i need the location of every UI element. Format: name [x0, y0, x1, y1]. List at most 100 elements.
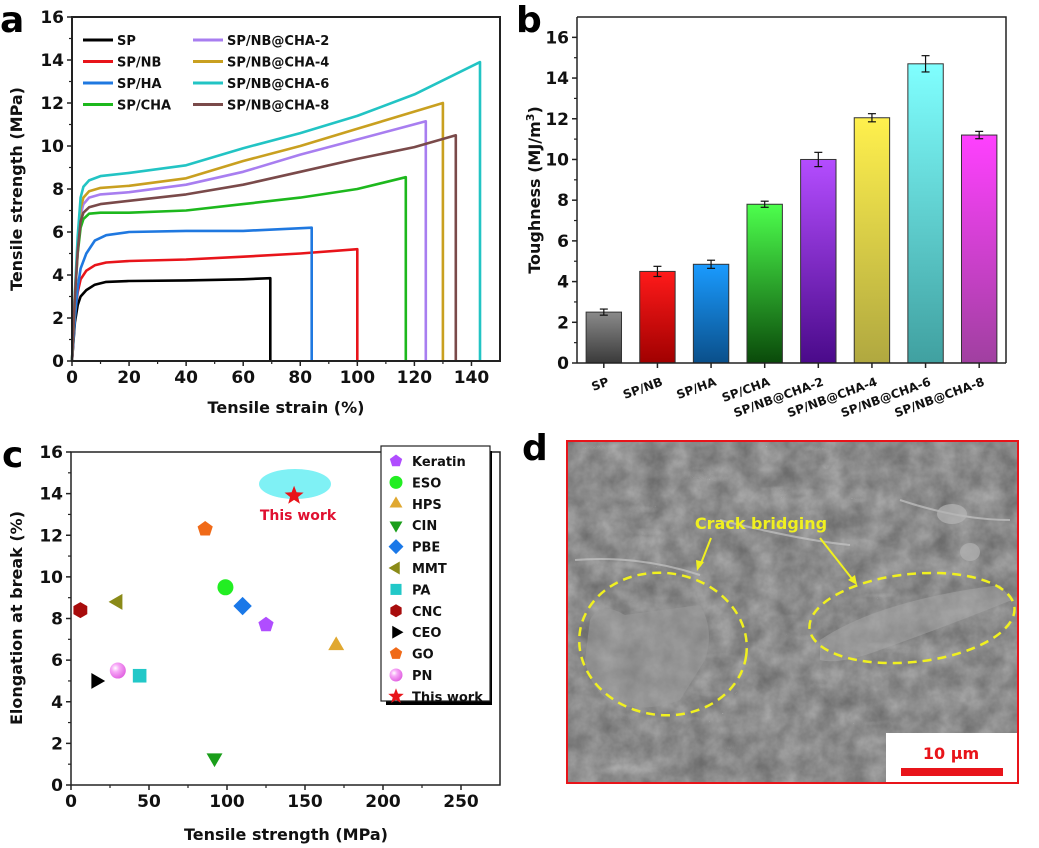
series-line-sp-nb-cha-2 [70, 120, 428, 362]
y-tick-label: 4 [51, 693, 63, 713]
y-tick-label: 14 [40, 51, 64, 71]
diamond-marker [233, 596, 252, 616]
diamond-marker [388, 539, 404, 555]
legend-label: SP/CHA [117, 99, 171, 114]
triangle-up-marker [389, 496, 403, 508]
y-axis-label: Tensile strength (MPa) [7, 87, 26, 291]
series-line-sp-cha [70, 175, 408, 362]
data-point-this-work [284, 485, 304, 504]
data-point-pa [132, 668, 147, 683]
sem-flake [585, 605, 709, 708]
arrow-left [699, 537, 712, 567]
y-tick-label: 0 [52, 352, 64, 372]
bar-sp-ha [692, 263, 730, 364]
triangle-up-marker [328, 636, 345, 651]
legend-label: SP/HA [117, 77, 162, 92]
x-tick-label: 80 [288, 368, 312, 388]
y-tick-label: 2 [52, 309, 64, 329]
legend-label: PA [412, 583, 430, 598]
bar-sp-nb [639, 270, 676, 364]
x-tick-label: 0 [65, 792, 77, 812]
hexagon-marker [73, 602, 88, 619]
legend-label: CIN [412, 519, 437, 534]
x-tick-label: 150 [287, 792, 323, 812]
x-tick-label: SP/NB [621, 375, 664, 402]
arrow-left-head [696, 560, 704, 571]
y-tick-label: 12 [39, 526, 63, 546]
pentagon-marker [389, 454, 403, 467]
crack-bridging-region-right [808, 571, 1016, 665]
x-tick-label: 200 [365, 792, 401, 812]
arrow-right [819, 537, 854, 581]
x-tick-label: SP/HA [675, 374, 719, 401]
y-tick-label: 16 [39, 443, 63, 463]
legend-marker [388, 688, 404, 703]
legend-marker [389, 647, 403, 659]
legend-marker [389, 521, 403, 533]
x-tick-label: 100 [209, 792, 245, 812]
pentagon-marker [197, 521, 213, 536]
star-marker [388, 688, 404, 703]
legend-label: This work [412, 690, 483, 705]
circle-marker [217, 579, 234, 596]
legend-marker [389, 475, 403, 489]
bar-sp [585, 311, 623, 364]
scale-bar-label: 10 µm [923, 744, 979, 763]
pentagon-marker [389, 647, 403, 659]
y-tick-label: 0 [51, 776, 63, 796]
legend-marker [392, 625, 404, 639]
legend-label: SP/NB@CHA-4 [227, 56, 329, 71]
x-tick-label: 120 [397, 368, 433, 388]
triangle-left-marker [108, 593, 123, 610]
legend-marker [389, 668, 403, 682]
legend-marker [390, 583, 402, 595]
legend-label: SP/NB@CHA-2 [227, 34, 329, 49]
legend: SP SP/NB SP/HA SP/CHA SP/NB@CHA-2 SP/NB@CHA-4… [83, 34, 329, 114]
panel-label-b: b [516, 0, 542, 41]
y-tick-label: 16 [545, 28, 569, 48]
legend-label: ESO [412, 476, 441, 491]
y-tick-label: 0 [557, 354, 569, 374]
circle-marker [389, 475, 403, 489]
data-point-cnc [73, 602, 88, 619]
series-line-sp [70, 276, 272, 362]
sem-particle [937, 504, 967, 524]
data-point-go [197, 521, 213, 536]
series-line-sp-nb-cha-6 [70, 60, 482, 362]
bar-sp-cha [746, 203, 783, 364]
x-tick-label: 250 [443, 792, 479, 812]
x-tick-label: 0 [66, 368, 78, 388]
data-point-pbe [233, 596, 252, 616]
x-tick-label: 60 [231, 368, 255, 388]
hexagon-marker [390, 604, 402, 618]
y-tick-label: 6 [51, 651, 63, 671]
legend-label: Keratin [412, 455, 466, 470]
comparison-scatter-chart: This work 0 50 100 150 200 250 0 2 4 6 8 10 12 14 16 T… [7, 443, 501, 844]
triangle-down-marker [389, 521, 403, 533]
y-tick-label: 2 [51, 734, 63, 754]
star-marker [284, 485, 304, 504]
x-axis-label: Tensile strain (%) [208, 398, 365, 417]
bar-sp-nb-cha-8 [960, 134, 998, 364]
legend-label: GO [412, 648, 434, 663]
y-tick-label: 14 [39, 485, 63, 505]
crack-bridging-region-left [577, 571, 749, 717]
legend-marker [390, 604, 402, 618]
sem-frame [566, 440, 1019, 784]
y-axis-label-main: Toughness (MJ/m [525, 121, 544, 274]
y-tick-label: 12 [545, 110, 569, 130]
legend-label: PN [412, 669, 432, 684]
panel-label-a: a [0, 0, 24, 41]
data-point-hps [328, 636, 345, 651]
sphere-marker [389, 668, 403, 682]
sem-bridge-fiber [820, 585, 1012, 662]
legend-marker [389, 496, 403, 508]
sem-micrograph: Crack bridging 10 µm [566, 440, 1019, 784]
data-point-cin [206, 753, 223, 768]
y-tick-label: 14 [545, 69, 569, 89]
bar-sp-nb-cha-2 [800, 158, 837, 364]
legend-label: SP/NB [117, 56, 161, 71]
pentagon-marker [258, 616, 274, 632]
y-tick-label: 2 [557, 313, 569, 333]
